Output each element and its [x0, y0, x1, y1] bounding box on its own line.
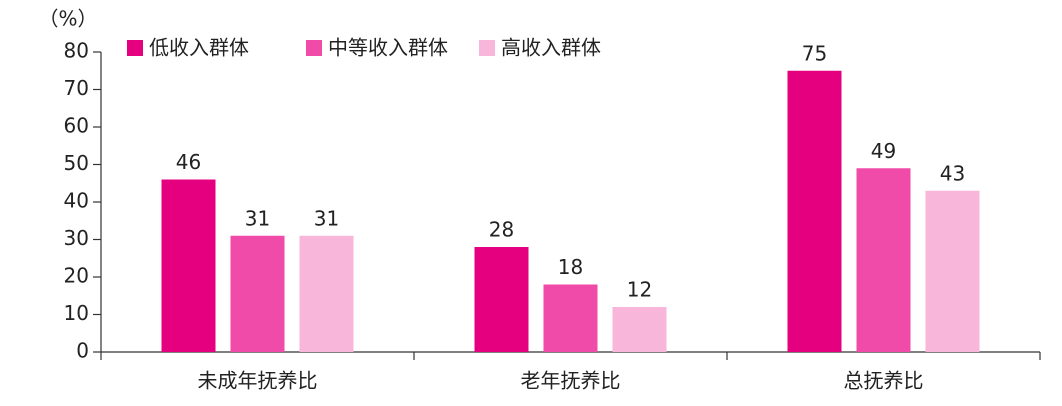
value-label: 75	[802, 41, 827, 65]
value-label: 31	[245, 206, 270, 230]
x-tick-label: 总抚养比	[844, 369, 924, 393]
y-tick-label: 60	[64, 114, 89, 138]
legend-label: 低收入群体	[149, 36, 249, 60]
legend-label: 高收入群体	[501, 36, 601, 60]
bar	[161, 179, 216, 352]
y-tick-label: 70	[64, 76, 89, 100]
bar	[543, 284, 598, 352]
bar	[474, 247, 529, 352]
bar	[230, 235, 285, 352]
value-label: 12	[627, 278, 652, 302]
y-tick-label: 30	[64, 226, 89, 250]
y-tick-label: 40	[64, 189, 89, 213]
x-tick-label: 未成年抚养比	[198, 369, 318, 393]
y-tick-label: 10	[64, 301, 89, 325]
y-tick-label: 0	[76, 339, 89, 363]
y-tick-label: 50	[64, 151, 89, 175]
value-label: 46	[176, 150, 201, 174]
y-tick-label: 20	[64, 264, 89, 288]
bar	[856, 168, 911, 352]
bar	[925, 190, 980, 352]
y-tick-label: 80	[64, 39, 89, 63]
value-label: 18	[558, 255, 583, 279]
value-label: 28	[489, 218, 514, 242]
value-label: 31	[314, 206, 339, 230]
y-axis-label: （%）	[38, 7, 97, 31]
bar	[299, 235, 354, 352]
value-label: 43	[940, 161, 965, 185]
legend-swatch	[306, 40, 322, 56]
x-tick-label: 老年抚养比	[521, 369, 621, 393]
bar	[787, 70, 842, 352]
value-label: 49	[871, 139, 896, 163]
legend-label: 中等收入群体	[328, 36, 448, 60]
bar	[612, 307, 667, 352]
legend-swatch	[127, 40, 143, 56]
legend-swatch	[479, 40, 495, 56]
